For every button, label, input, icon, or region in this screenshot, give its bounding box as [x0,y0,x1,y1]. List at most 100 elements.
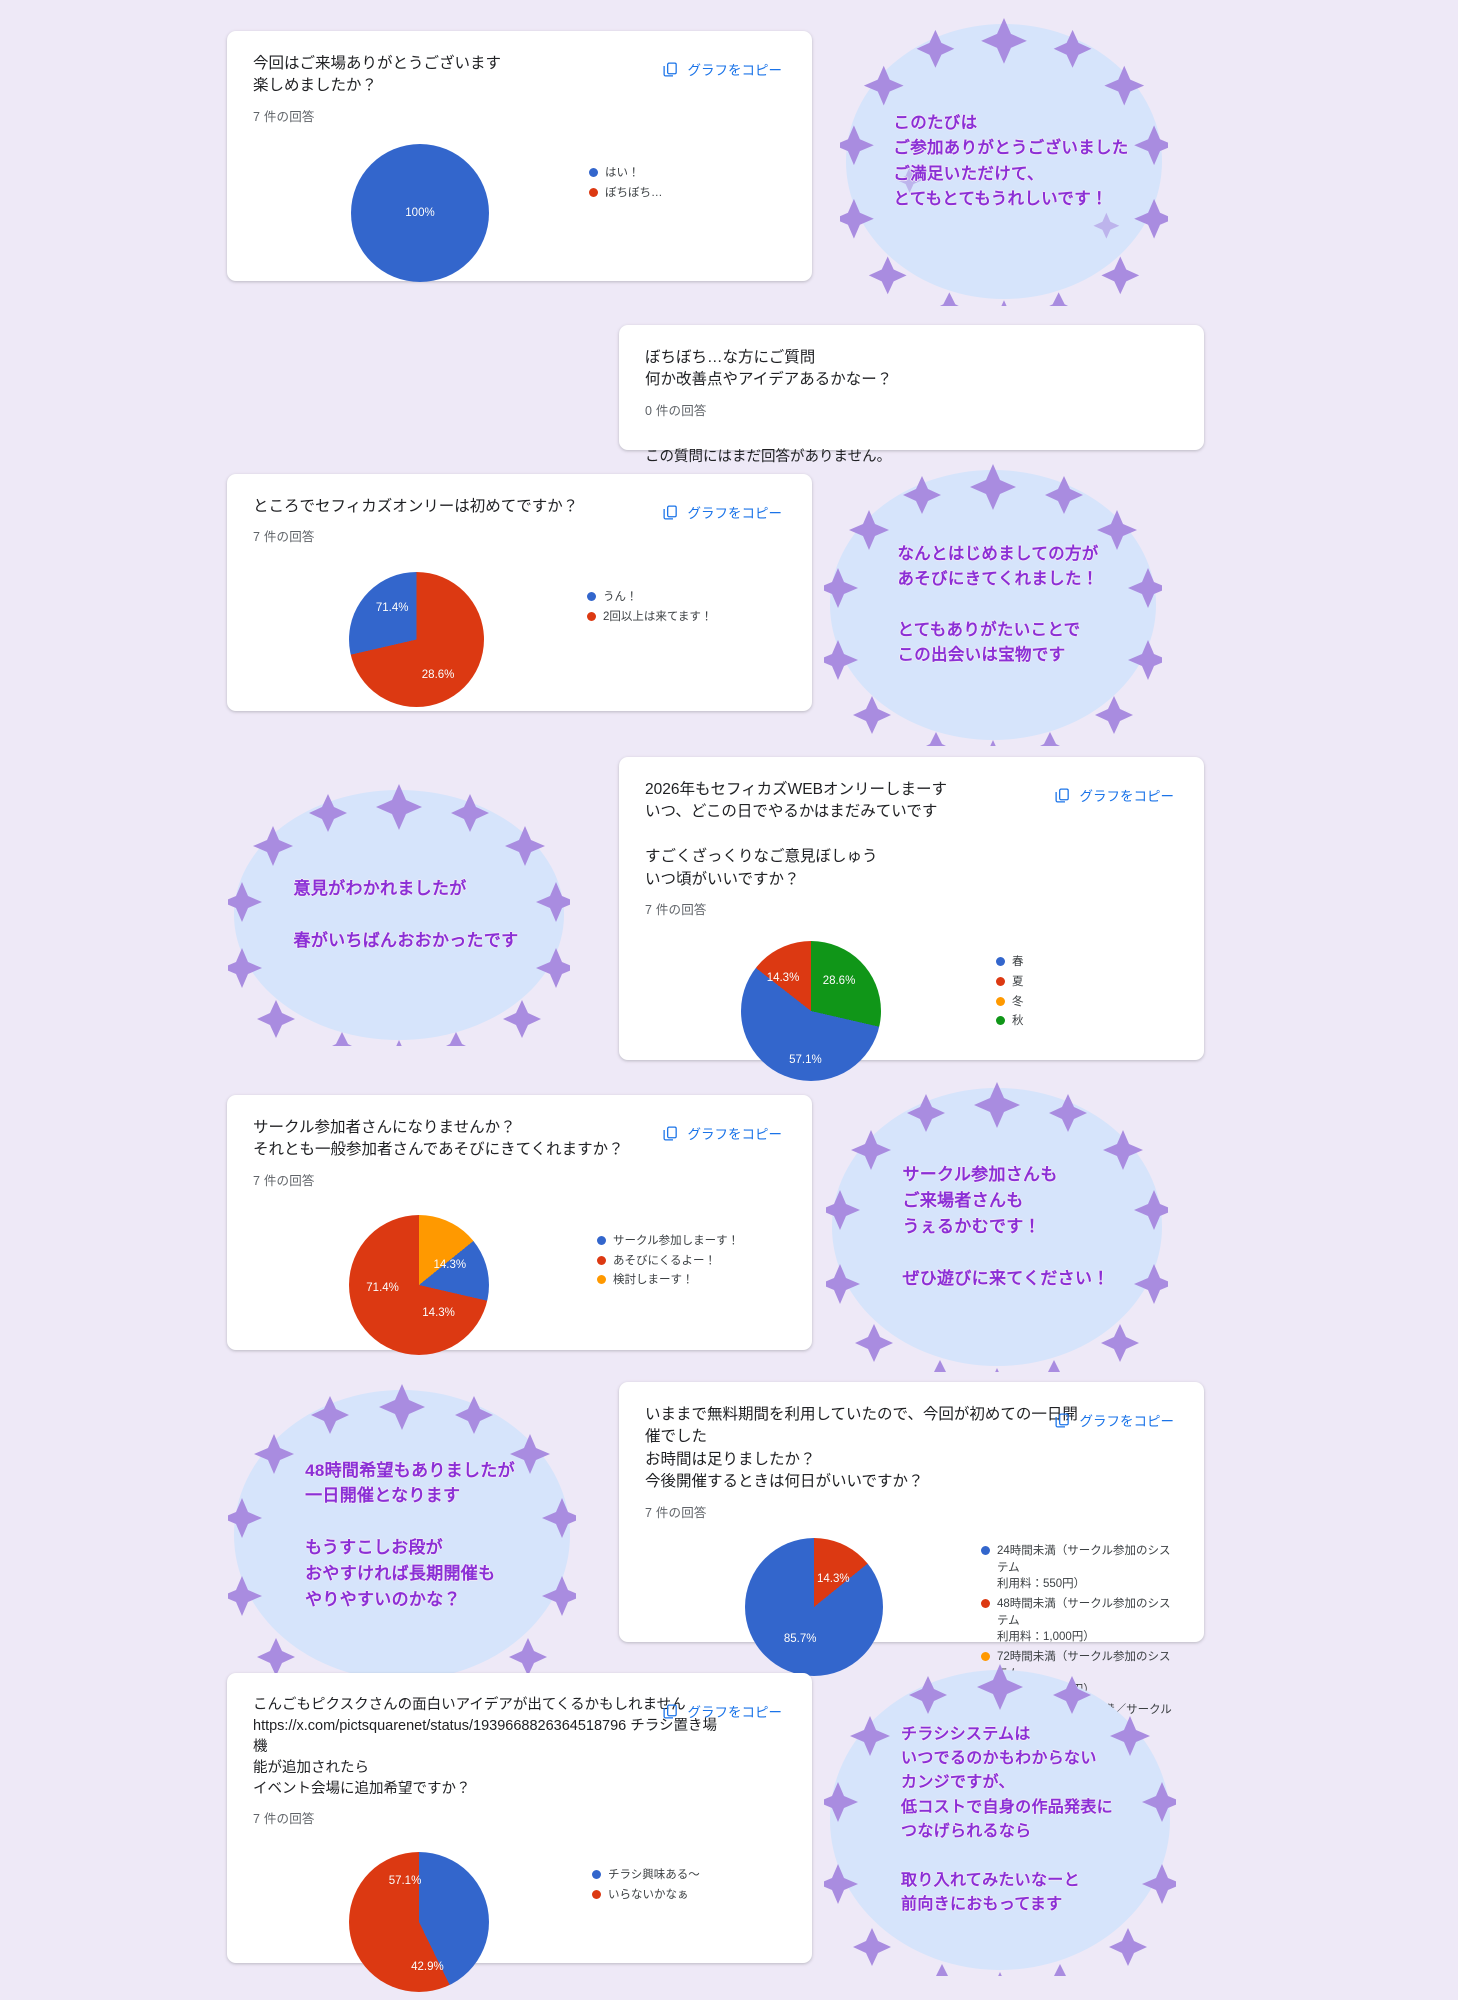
copy-chart-button[interactable]: グラフをコピー [658,1699,787,1723]
legend-item: はい！ [589,165,663,182]
copy-chart-button[interactable]: グラフをコピー [658,1121,787,1145]
question-title: こんごもピクスクさんの面白いアイデアが出てくるかもしれません https://x… [253,1697,717,1798]
question-title: サークル参加者さんになりませんか？ それとも一般参加者さんであそびにきてくれます… [253,1119,624,1159]
question-title: いままで無料期間を利用していたので、今回が初めての一日開催でした お時間は足りま… [645,1406,1078,1491]
question-card-thanks: 今回はご来場ありがとうございます 楽しめましたか？ 7 件の回答 グラフをコピー… [227,31,812,282]
bubble-text: 意見がわかれましたが 春がいちばんおおかったです [293,879,519,950]
legend-item: 春 [996,954,1024,971]
slice-label: 71.4% [366,1281,399,1294]
legend-item: 夏 [996,974,1024,991]
question-card-flyer: こんごもピクスクさんの面白いアイデアが出てくるかもしれません https://x… [227,1673,812,1993]
copy-icon [662,61,679,78]
pie-graphic: 71.4% 28.6% [349,571,484,707]
copy-icon [1054,1412,1071,1429]
legend-label: 24時間未満（サークル参加のシステム 利用料：550円） [997,1544,1171,1591]
legend-color-dot [587,592,596,602]
slice-label: 28.6% [421,668,455,681]
copy-chart-button[interactable]: グラフをコピー [1050,1408,1179,1432]
chart-legend: 春 夏 冬 秋 [996,954,1024,1033]
response-count: 7 件の回答 [253,530,315,545]
copy-icon [1054,787,1071,804]
slice-label: 100% [405,206,435,219]
question-card-improvement: ぼちぼち…な方にご質問 何か改善点やアイデアあるかなー？ 0 件の回答 この質問… [619,325,1204,465]
chart-legend: チラシ興味ある〜 いらないかなぁ [592,1867,700,1906]
pie-chart-season: 28.6% 14.3% 57.1% 春 夏 冬 [645,936,1178,1086]
slice-label: 14.3% [422,1306,455,1319]
bubble-text: チラシシステムは いつでるのかもわからない カンジですが、 低コストで自身の作品… [901,1725,1113,1913]
pie-graphic: 14.3% 14.3% 71.4% [349,1214,489,1355]
pie-chart-flyer: 57.1% 42.9% チラシ興味ある〜 いらないかなぁ [253,1847,786,1997]
slice-label: 14.3% [766,971,800,984]
copy-icon [662,504,679,521]
chart-legend: サークル参加しまーす！ あそびにくるよー！ 検討しまーす！ [597,1233,739,1292]
response-count: 7 件の回答 [253,1173,315,1188]
response-count: 7 件の回答 [645,1505,707,1520]
legend-label: うん！ [603,591,638,604]
copy-chart-label: グラフをコピー [1079,789,1175,804]
copy-chart-label: グラフをコピー [687,1127,783,1142]
legend-color-dot [597,1255,606,1265]
legend-item: 24時間未満（サークル参加のシステム 利用料：550円） [981,1543,1178,1593]
copy-icon [662,1125,679,1142]
legend-color-dot [981,1545,990,1555]
pie-chart-circle: 14.3% 14.3% 71.4% サークル参加しまーす！ あそびにくるよー！ … [253,1211,786,1359]
pie-chart-first-time: 71.4% 28.6% うん！ 2回以上は来てます！ [253,569,786,709]
question-card-2026-season: 2026年もセフィカズWEBオンリーしまーす いつ、どこの日でやるかはまだみてい… [619,757,1204,1082]
legend-item: 検討しまーす！ [597,1272,739,1289]
bubble-text: このたびは ご参加ありがとうございました ご満足いただけて、 とてもとてもうれし… [893,114,1129,208]
pie-graphic: 57.1% 42.9% [349,1852,489,1993]
legend-label: ぼちぼち… [605,186,663,199]
decor-bubble-flyer: チラシシステムは いつでるのかもわからない カンジですが、 低コストで自身の作品… [824,1664,1176,1976]
decor-bubble-duration: 48時間希望もありましたが 一日開催となります もうすこしお段が おやすければ長… [228,1384,576,1686]
empty-state-message: この質問にはまだ回答がありません。 [645,448,892,465]
legend-label: いらないかなぁ [608,1888,689,1901]
legend-color-dot [981,1651,990,1661]
legend-color-dot [996,957,1005,967]
slice-label: 14.3% [433,1259,467,1272]
legend-label: チラシ興味ある〜 [608,1869,700,1882]
legend-item: ぼちぼち… [589,185,663,202]
legend-label: 48時間未満（サークル参加のシステム 利用料：1,000円） [997,1597,1171,1644]
decor-bubble-first-time: なんとはじめましての方が あそびにきてくれました！ とてもありがたいことで この… [824,464,1162,746]
slice-label: 42.9% [411,1960,444,1973]
pie-chart-thanks: 100% はい！ ぼちぼち… [253,139,786,287]
copy-chart-label: グラフをコピー [687,1705,783,1720]
question-title: ぼちぼち…な方にご質問 何か改善点やアイデアあるかなー？ [645,349,893,389]
legend-label: 春 [1012,956,1024,969]
question-title: ところでセフィカズオンリーは初めてですか？ [253,498,579,515]
legend-color-dot [592,1889,601,1899]
legend-color-dot [589,167,598,177]
chart-legend: はい！ ぼちぼち… [589,165,663,204]
question-title: 今回はご来場ありがとうございます 楽しめましたか？ [253,55,502,95]
copy-chart-button[interactable]: グラフをコピー [658,57,787,81]
legend-color-dot [587,612,596,622]
pie-chart-duration: 14.3% 85.7% 24時間未満（サークル参加のシステム 利用料：550円）… [645,1537,1178,1749]
decor-bubble-circle: サークル参加さんも ご来場者さんも うぇるかむです！ ぜひ遊びに来てください！ [826,1082,1168,1372]
copy-chart-label: グラフをコピー [687,63,783,78]
question-title: 2026年もセフィカズWEBオンリーしまーす いつ、どこの日でやるかはまだみてい… [645,781,947,888]
slice-label: 85.7% [783,1632,817,1645]
legend-color-dot [996,996,1005,1006]
copy-chart-button[interactable]: グラフをコピー [658,500,787,524]
response-count: 7 件の回答 [253,1812,315,1827]
legend-color-dot [996,1016,1005,1026]
legend-label: サークル参加しまーす！ [613,1234,740,1247]
legend-label: 夏 [1012,976,1024,989]
response-count: 0 件の回答 [645,403,707,418]
chart-legend: うん！ 2回以上は来てます！ [587,589,712,628]
legend-color-dot [589,187,598,197]
response-count: 7 件の回答 [645,903,707,918]
bubble-text: なんとはじめましての方が あそびにきてくれました！ とてもありがたいことで この… [897,545,1099,664]
question-card-duration: いままで無料期間を利用していたので、今回が初めての一日開催でした お時間は足りま… [619,1382,1204,1749]
question-card-circle-or-guest: サークル参加者さんになりませんか？ それとも一般参加者さんであそびにきてくれます… [227,1095,812,1355]
legend-label: 秋 [1012,1015,1024,1028]
question-card-first-time: ところでセフィカズオンリーは初めてですか？ 7 件の回答 グラフをコピー 71.… [227,474,812,711]
decor-bubble-thanks: このたびは ご参加ありがとうございました ご満足いただけて、 とてもとてもうれし… [840,18,1168,307]
copy-chart-button[interactable]: グラフをコピー [1050,783,1179,807]
bubble-text: 48時間希望もありましたが 一日開催となります もうすこしお段が おやすければ長… [305,1460,515,1609]
copy-chart-label: グラフをコピー [687,506,783,521]
pie-graphic: 100% [351,143,489,282]
slice-label: 57.1% [789,1054,822,1067]
legend-label: 検討しまーす！ [613,1274,694,1287]
